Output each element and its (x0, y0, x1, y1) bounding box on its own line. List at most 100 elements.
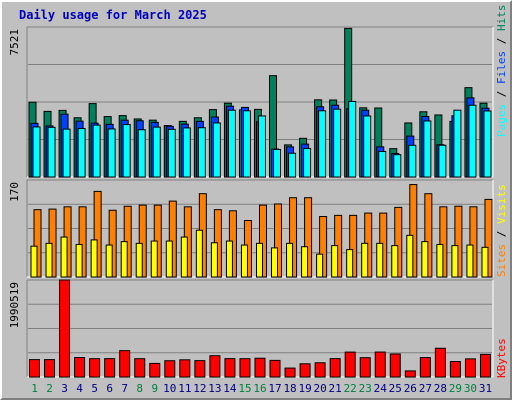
day-label-6: 6 (106, 382, 113, 395)
sites-bar-day-21 (331, 245, 339, 278)
day-label-15: 15 (238, 382, 251, 395)
day-label-8: 8 (136, 382, 143, 395)
sites-bar-day-26 (406, 234, 414, 278)
sites-bar-day-2 (45, 242, 53, 278)
pages-bar-day-24 (378, 150, 387, 178)
sites-bar-day-29 (451, 245, 459, 278)
day-label-16: 16 (253, 382, 266, 395)
day-label-31: 31 (479, 382, 492, 395)
pages-bar-day-30 (468, 104, 477, 178)
pages-bar-day-15 (242, 110, 251, 178)
sites-bar-day-1 (30, 245, 38, 278)
pages-bar-day-11 (182, 127, 191, 178)
kbytes-bar-day-27 (419, 357, 431, 378)
sites-bar-day-11 (180, 236, 188, 278)
day-label-22: 22 (344, 382, 357, 395)
day-label-17: 17 (268, 382, 281, 395)
sites-bar-day-5 (90, 239, 98, 278)
pages-bar-day-12 (197, 127, 206, 178)
pages-bar-day-20 (318, 110, 327, 178)
sites-bar-day-14 (225, 240, 233, 278)
day-label-18: 18 (283, 382, 296, 395)
day-label-7: 7 (121, 382, 128, 395)
pages-bar-day-7 (122, 124, 131, 178)
pages-bar-day-8 (137, 129, 146, 178)
day-label-25: 25 (389, 382, 402, 395)
visits-ymax-label: 170 (8, 182, 21, 202)
kbytes-bar-day-30 (464, 358, 476, 378)
kbytes-bar-day-4 (74, 357, 86, 378)
sites-bar-day-19 (301, 246, 309, 278)
kbytes-bar-day-29 (449, 361, 461, 378)
pages-bar-day-3 (62, 128, 71, 178)
sites-bar-day-24 (376, 242, 384, 278)
day-label-26: 26 (404, 382, 417, 395)
legend-files: Files (495, 51, 508, 84)
kbytes-bar-day-16 (254, 357, 266, 378)
sites-bar-day-28 (436, 243, 444, 278)
pages-bar-day-19 (303, 147, 312, 178)
kbytes-ymax-label: 1990519 (8, 282, 21, 328)
kbytes-bar-day-10 (164, 360, 176, 378)
kbytes-bar-day-28 (434, 347, 446, 378)
sites-bar-day-27 (421, 241, 429, 278)
pages-bar-day-5 (92, 124, 101, 178)
sites-bar-day-31 (481, 246, 489, 278)
kbytes-bar-day-22 (344, 351, 356, 378)
legend-visits: Visits (495, 184, 508, 224)
sites-bar-day-3 (60, 236, 68, 278)
day-label-11: 11 (178, 382, 191, 395)
pages-bar-day-22 (348, 100, 357, 178)
sites-bar-day-22 (346, 249, 354, 278)
pages-bar-day-25 (393, 154, 402, 178)
kbytes-bar-day-11 (179, 359, 191, 378)
sites-bar-day-17 (271, 247, 279, 278)
day-label-2: 2 (46, 382, 53, 395)
pages-bar-day-10 (167, 128, 176, 178)
day-label-13: 13 (208, 382, 221, 395)
day-label-29: 29 (449, 382, 462, 395)
kbytes-bar-day-12 (194, 360, 206, 378)
kbytes-bar-day-1 (29, 359, 40, 378)
sites-bar-day-6 (105, 244, 113, 278)
pages-bar-day-1 (32, 126, 41, 178)
kbytes-bar-day-19 (299, 363, 311, 378)
pages-bar-day-16 (257, 115, 266, 178)
pages-bar-day-29 (453, 109, 462, 178)
sites-bar-day-9 (150, 240, 158, 278)
kbytes-bar-day-31 (479, 353, 491, 378)
day-label-9: 9 (151, 382, 158, 395)
pages-bar-day-28 (438, 144, 447, 178)
pages-bar-day-18 (288, 152, 297, 178)
day-label-1: 1 (31, 382, 38, 395)
sites-bar-day-4 (75, 243, 83, 278)
kbytes-bar-day-7 (119, 350, 131, 378)
hits-ymax-label: 7521 (8, 29, 21, 56)
legend-sites: Sites (495, 244, 508, 277)
chart-title: Daily usage for March 2025 (19, 8, 207, 22)
pages-bar-day-4 (77, 128, 86, 178)
pages-bar-day-2 (47, 126, 56, 178)
sites-bar-day-20 (316, 253, 324, 278)
kbytes-bar-day-23 (359, 357, 371, 378)
day-label-5: 5 (91, 382, 98, 395)
kbytes-bar-day-25 (389, 353, 401, 378)
kbytes-bar-day-13 (209, 355, 221, 378)
kbytes-bar-day-14 (224, 358, 236, 378)
day-label-28: 28 (434, 382, 447, 395)
legend-kbytes: KBytes (495, 338, 508, 378)
kbytes-bar-day-18 (284, 367, 296, 378)
legend-kbytes: KBytes (495, 338, 508, 378)
sites-bar-day-16 (255, 242, 263, 278)
kbytes-bar-day-6 (104, 358, 116, 378)
day-label-27: 27 (419, 382, 432, 395)
day-label-30: 30 (464, 382, 477, 395)
day-label-12: 12 (193, 382, 206, 395)
kbytes-bar-day-21 (329, 358, 341, 378)
day-label-21: 21 (329, 382, 342, 395)
sites-bar-day-7 (120, 241, 128, 278)
pages-bar-day-13 (212, 122, 221, 178)
sites-bar-day-8 (135, 242, 143, 278)
kbytes-bar-day-26 (404, 370, 416, 378)
kbytes-bar-day-5 (89, 358, 101, 378)
